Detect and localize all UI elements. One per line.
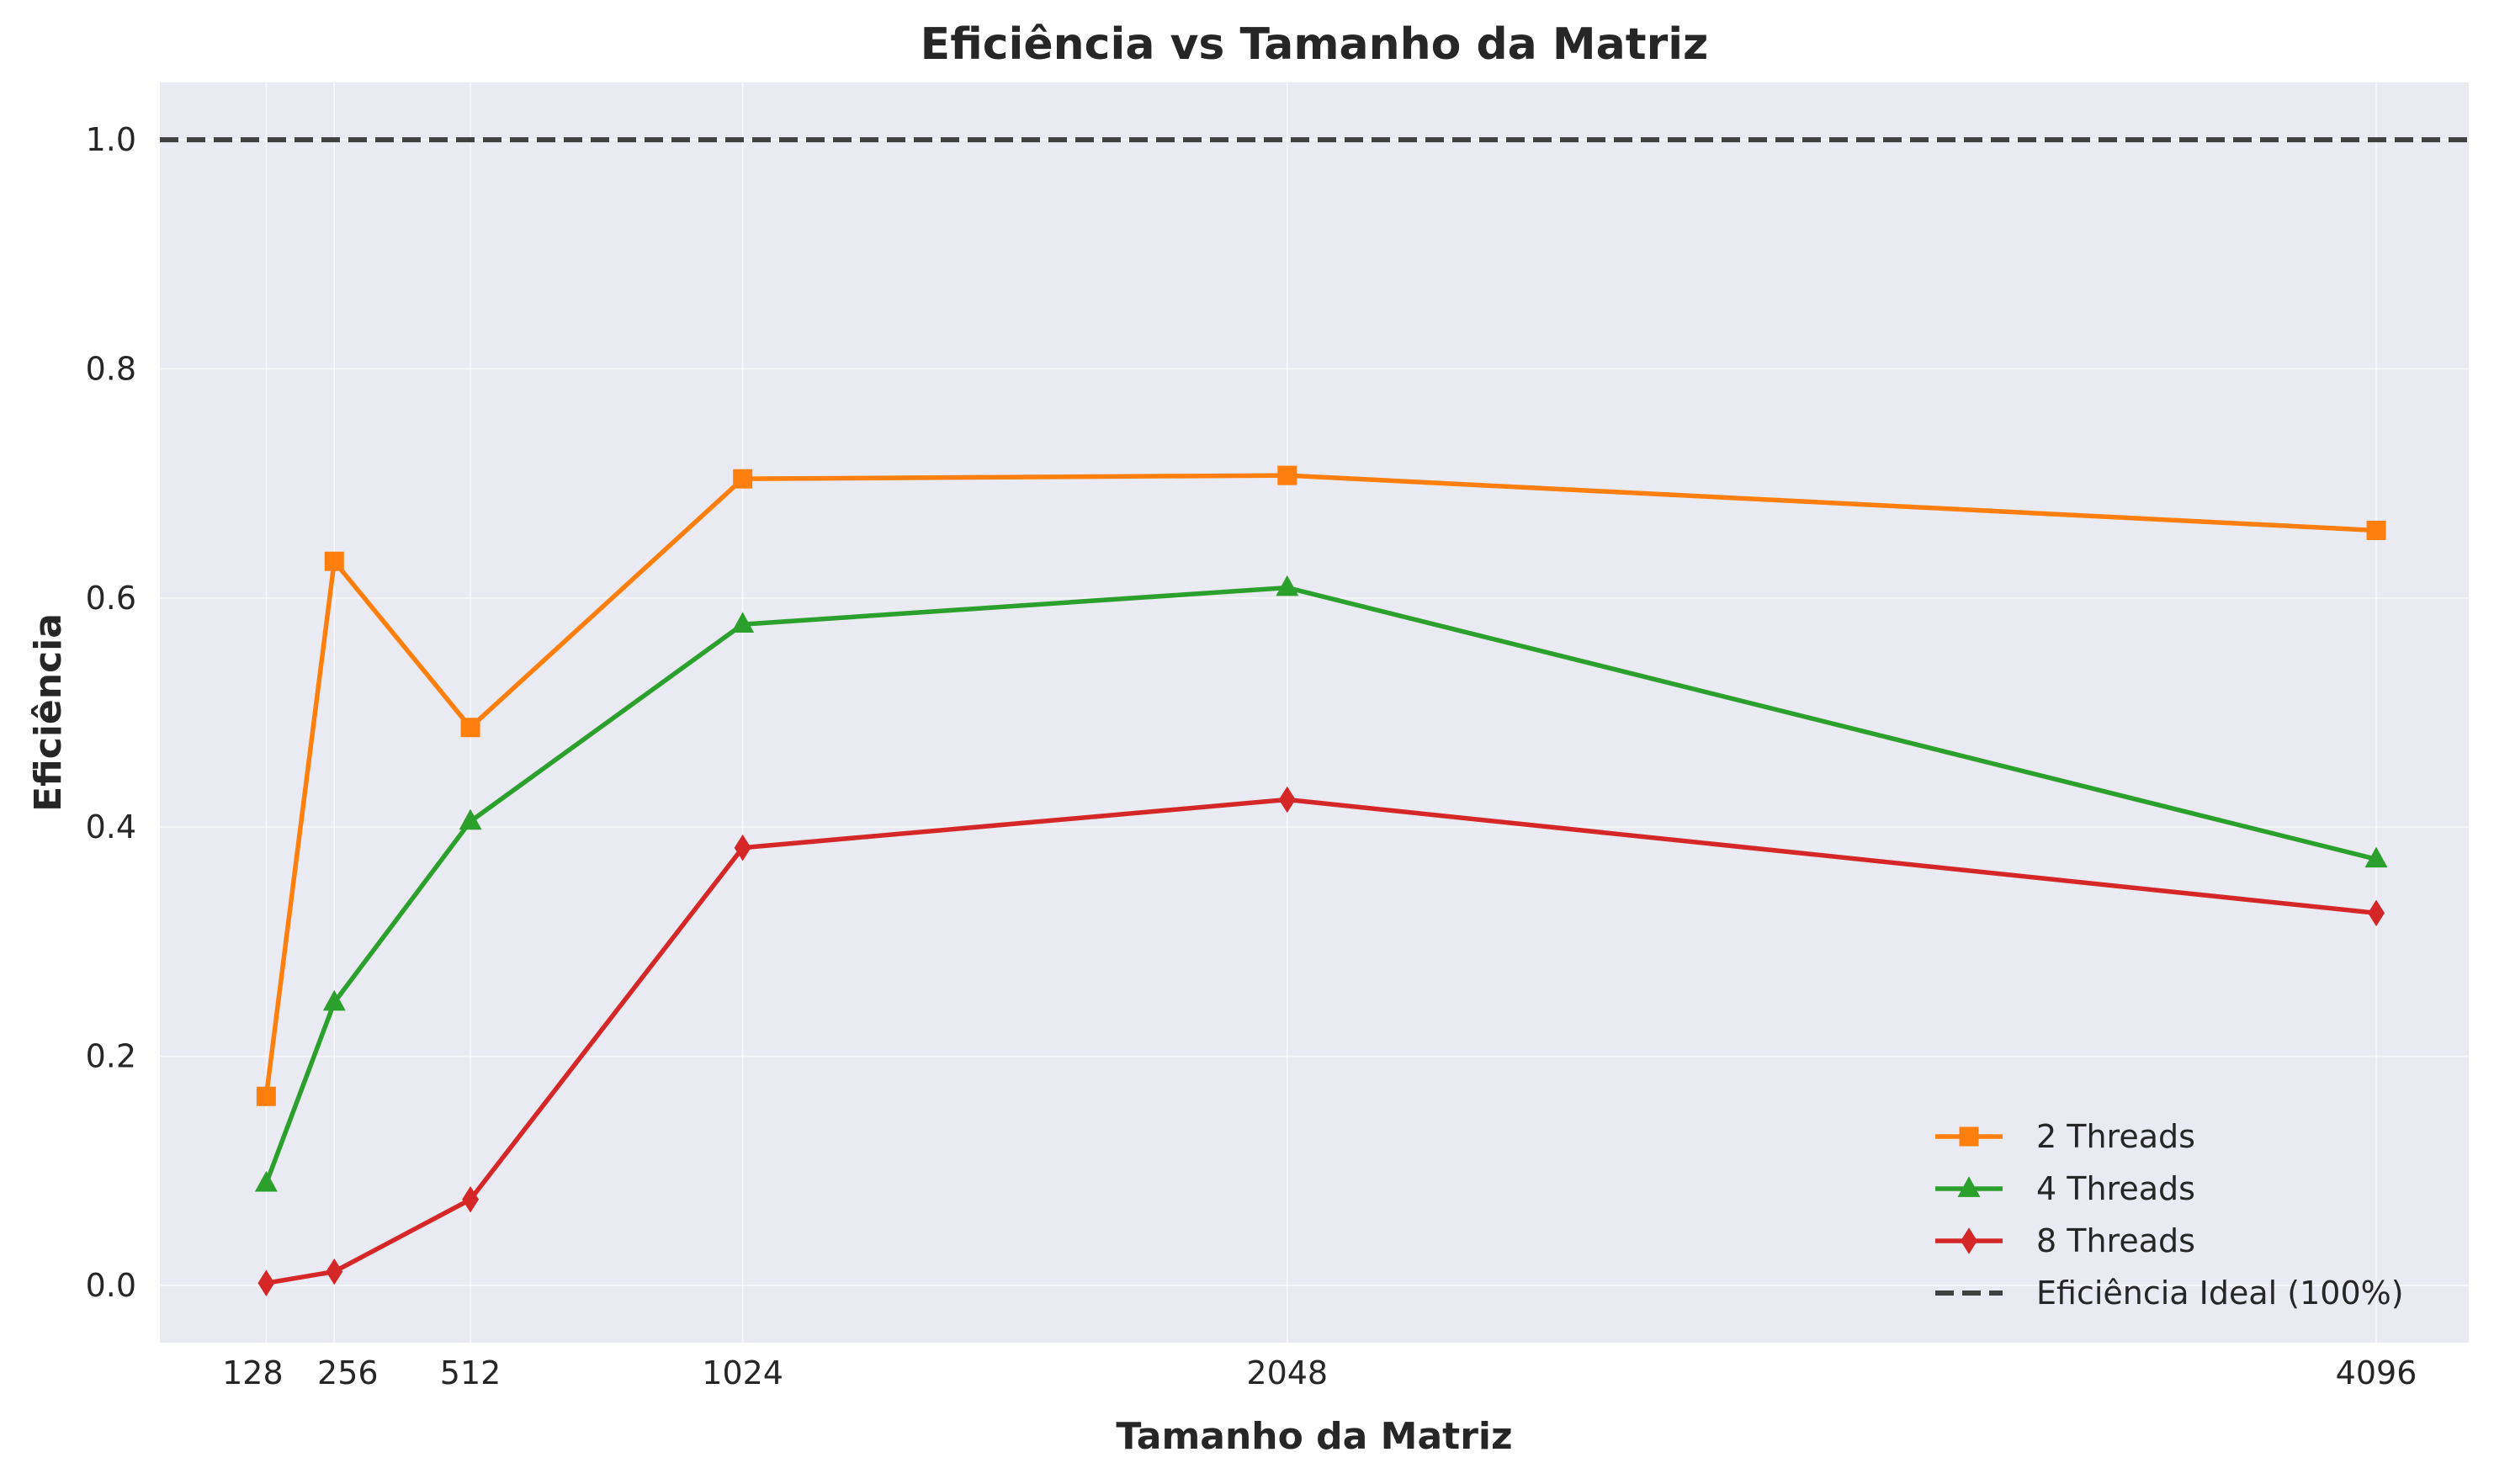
legend-label: 8 Threads [2036,1222,2195,1259]
chart-title: Eficiência vs Tamanho da Matriz [921,19,1709,70]
y-axis-label: Eficiência [27,613,70,812]
legend-item-4: Eficiência Ideal (100%) [1935,1275,2404,1312]
data-point [1277,465,1297,485]
series-1 [256,465,2386,1106]
x-tick-labels: 128 256 512 1024 2048 4096 [222,1354,2417,1391]
series-line [265,797,2377,1285]
y-tick-label: 0.6 [86,580,136,617]
data-point [731,612,755,633]
y-tick-label: 1.0 [86,121,136,158]
y-tick-label: 0.0 [86,1267,136,1304]
x-axis-label: Tamanho da Matriz [1116,1415,1512,1458]
x-tick-label: 4096 [2336,1354,2417,1391]
legend-swatch-marker [1961,1227,1977,1254]
series-group [254,465,2388,1296]
data-point [254,1170,278,1192]
data-point [1278,786,1296,814]
x-tick-label: 256 [317,1354,379,1391]
data-point [322,989,346,1011]
x-tick-label: 1024 [702,1354,783,1391]
legend-swatch-marker [1959,1126,1979,1147]
y-tick-label: 0.4 [86,808,136,845]
legend-item-2: 4 Threads [1935,1170,2195,1207]
plot-area [160,82,2469,1343]
data-point [462,1185,480,1213]
x-tick-label: 2048 [1246,1354,1328,1391]
series-2 [254,575,2388,1192]
data-point [734,834,751,861]
data-point [2366,520,2386,540]
legend-label: 2 Threads [2036,1118,2195,1155]
data-point [2368,899,2385,927]
grid-lines [160,82,2469,1343]
legend: 2 Threads 4 Threads 8 Threads Eficiência Id… [1935,1118,2404,1312]
data-point [1276,575,1299,596]
series-line [263,473,2377,1097]
legend-label: Eficiência Ideal (100%) [2036,1275,2404,1312]
x-tick-label: 512 [440,1354,501,1391]
data-point [326,1258,343,1285]
data-point [460,718,480,738]
data-point [2364,846,2388,868]
y-tick-labels: 0.0 0.2 0.4 0.6 0.8 1.0 [86,121,136,1304]
y-tick-label: 0.2 [86,1038,136,1075]
data-point [324,551,344,571]
y-tick-label: 0.8 [86,350,136,387]
data-point [256,1086,276,1106]
series-line [263,585,2377,1185]
legend-swatch-marker [1957,1176,1981,1197]
legend-item-1: 2 Threads [1935,1118,2195,1155]
data-point [459,808,482,830]
series-3 [257,786,2385,1296]
data-point [733,469,753,489]
data-point [257,1269,275,1296]
legend-item-3: 8 Threads [1935,1222,2195,1259]
legend-label: 4 Threads [2036,1170,2195,1207]
x-tick-label: 128 [222,1354,284,1391]
